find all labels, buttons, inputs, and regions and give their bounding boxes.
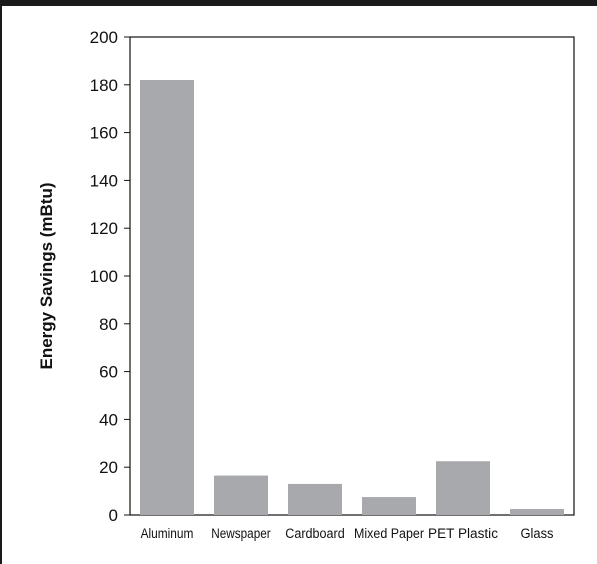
y-tick-label: 100 (90, 267, 118, 286)
bar-mixed-paper (362, 497, 416, 515)
y-tick-label: 20 (99, 458, 118, 477)
y-tick-label: 0 (109, 506, 118, 525)
y-tick-label: 180 (90, 76, 118, 95)
x-category-label: Newspaper (211, 526, 271, 541)
x-category-label: Aluminum (141, 526, 194, 541)
y-tick-label: 120 (90, 219, 118, 238)
bar-aluminum (140, 80, 194, 516)
y-tick-label: 40 (99, 410, 118, 429)
y-tick-label: 200 (90, 28, 118, 47)
x-category-label: Glass (521, 526, 554, 541)
y-axis-title: Energy Savings (mBtu) (37, 182, 56, 369)
y-tick-label: 80 (99, 315, 118, 334)
plot-area (129, 36, 575, 516)
y-tick-label: 60 (99, 363, 118, 382)
y-tick-label: 160 (90, 124, 118, 143)
x-category-label: PET Plastic (428, 526, 498, 541)
bar-cardboard (288, 483, 342, 515)
y-tick-label: 140 (90, 171, 118, 190)
bar-glass (510, 509, 564, 515)
x-category-label: Mixed Paper (354, 526, 424, 541)
x-category-label: Cardboard (285, 526, 344, 541)
bar-pet-plastic (436, 461, 490, 515)
bar-newspaper (214, 475, 268, 515)
